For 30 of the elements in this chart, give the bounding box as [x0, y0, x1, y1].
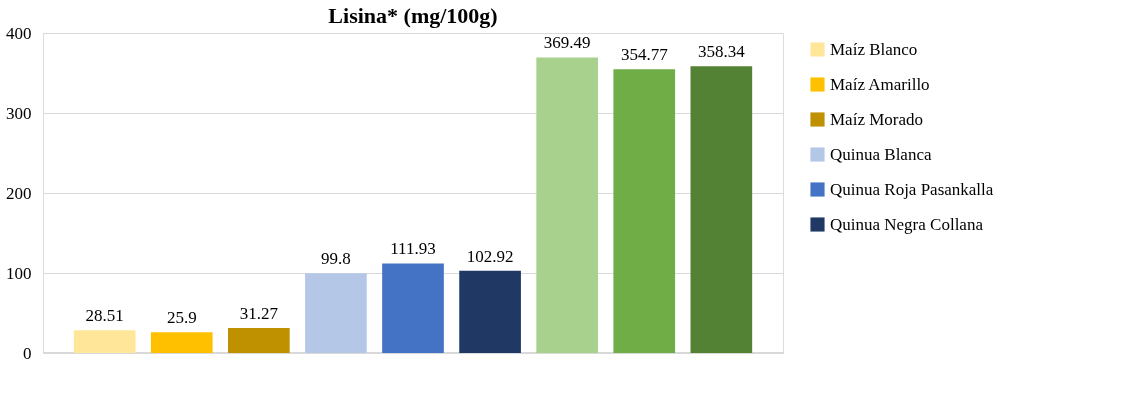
data-label: 358.34: [697, 42, 746, 62]
bar: [382, 263, 444, 353]
data-label: 111.93: [390, 239, 436, 259]
bar: [613, 69, 676, 353]
data-label: 31.27: [239, 303, 279, 323]
data-label: 102.92: [466, 246, 514, 266]
legend-label: Maíz Amarillo: [830, 74, 930, 94]
bar: [536, 57, 598, 353]
y-tick-label: 200: [6, 183, 32, 203]
bar: [459, 270, 521, 353]
legend-label: Quinua Negra Collana: [830, 214, 984, 234]
chart-title: Lisina* (mg/100g): [328, 3, 498, 28]
legend-label: Maíz Blanco: [830, 39, 918, 59]
data-label: 354.77: [620, 45, 669, 65]
bar: [228, 327, 290, 353]
legend-label: Quinua Roja Pasankalla: [830, 179, 994, 199]
bar: [690, 66, 753, 353]
y-tick-label: 0: [23, 343, 32, 363]
data-label: 99.8: [321, 249, 351, 269]
data-label: 369.49: [543, 33, 591, 53]
data-label: 25.9: [166, 308, 197, 328]
bar: [73, 330, 136, 353]
bar: [150, 332, 213, 353]
data-label: 28.51: [85, 306, 124, 326]
y-tick-label: 100: [6, 263, 32, 283]
y-tick-label: 300: [6, 103, 32, 123]
legend-label: Maíz Morado: [830, 109, 924, 129]
y-tick-label: 400: [6, 23, 32, 43]
legend-label: Quinua Blanca: [830, 144, 932, 164]
bar: [305, 273, 367, 353]
